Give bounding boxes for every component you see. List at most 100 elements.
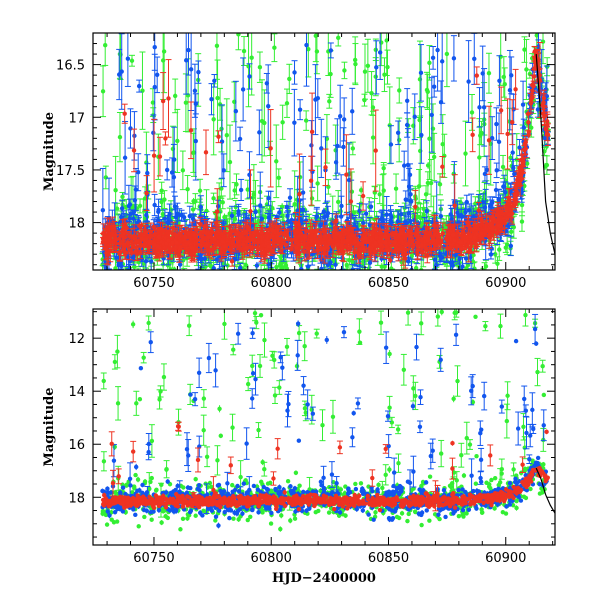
data-point [463, 151, 468, 156]
data-point [495, 261, 500, 266]
data-point [300, 190, 306, 195]
data-point [344, 262, 349, 268]
data-point [466, 79, 471, 84]
data-point [544, 162, 550, 168]
data-point [509, 229, 514, 234]
data-point [119, 263, 124, 269]
data-point [287, 76, 292, 82]
data-point [219, 126, 224, 132]
data-point [211, 196, 216, 201]
data-point [535, 107, 541, 112]
data-point [175, 138, 180, 144]
data-point [274, 159, 279, 164]
data-point [315, 181, 320, 186]
data-point [232, 277, 236, 281]
data-point [235, 273, 239, 277]
data-point [540, 39, 546, 44]
data-point [328, 71, 333, 77]
data-point [237, 136, 243, 142]
data-point [292, 201, 297, 207]
data-point [519, 202, 525, 208]
data-point [250, 195, 256, 200]
data-point [373, 47, 378, 52]
data-point [435, 47, 440, 53]
data-point [503, 245, 509, 250]
data-point [333, 262, 338, 267]
data-point [381, 188, 386, 193]
data-point [137, 203, 143, 209]
data-point [193, 101, 199, 107]
data-point [126, 291, 130, 295]
data-point [198, 204, 204, 210]
data-point [259, 118, 265, 124]
data-point [280, 265, 285, 270]
data-point [214, 43, 220, 49]
data-point [393, 186, 399, 191]
data-point [461, 274, 465, 278]
data-point [355, 271, 359, 275]
data-point [128, 271, 132, 275]
data-point [404, 122, 410, 128]
data-point [431, 84, 437, 89]
plot-area [99, 33, 555, 295]
data-point [215, 95, 220, 101]
data-point [359, 273, 363, 277]
data-point [347, 278, 351, 282]
data-point [236, 211, 241, 217]
data-point [412, 114, 417, 119]
data-point [524, 161, 530, 166]
top-panel: 60750 60800 60850 6090016.51717.518Magnitud… [42, 32, 556, 295]
data-point [117, 134, 123, 140]
data-point [434, 275, 438, 279]
data-point [431, 154, 437, 160]
data-point [220, 200, 225, 205]
data-point [160, 58, 166, 63]
data-point [234, 182, 239, 187]
data-point [429, 112, 434, 118]
data-point [424, 277, 428, 281]
data-point [227, 159, 233, 165]
data-point [162, 197, 167, 202]
data-point [198, 272, 202, 276]
data-point [440, 274, 444, 278]
data-point [385, 64, 390, 70]
data-point [384, 38, 389, 43]
data-point [113, 187, 118, 193]
data-point [306, 47, 311, 52]
data-point [397, 88, 402, 93]
data-point [489, 135, 495, 141]
data-point [280, 120, 285, 125]
data-point [169, 170, 175, 175]
data-point [451, 171, 456, 177]
data-point [373, 74, 378, 79]
data-point [190, 207, 196, 212]
data-point [182, 272, 186, 276]
data-point [117, 289, 121, 293]
data-point [151, 130, 156, 136]
data-point [160, 211, 166, 217]
data-point [346, 272, 350, 276]
data-point [136, 271, 140, 275]
data-point [440, 141, 445, 147]
data-point [357, 208, 362, 214]
data-point [437, 182, 443, 187]
data-point [303, 290, 307, 294]
data-point [430, 273, 434, 277]
data-point [241, 48, 247, 54]
data-point [425, 180, 431, 186]
data-point [238, 187, 244, 193]
data-point [362, 97, 367, 103]
data-point [479, 130, 484, 136]
data-point [211, 117, 216, 122]
data-point [284, 101, 290, 106]
data-point [152, 44, 157, 50]
data-point [236, 33, 241, 37]
data-point [350, 267, 355, 270]
data-point [162, 216, 168, 221]
data-point [358, 187, 364, 193]
data-point [428, 180, 434, 186]
data-point [362, 272, 366, 276]
data-point [438, 99, 444, 105]
data-point [213, 277, 217, 281]
